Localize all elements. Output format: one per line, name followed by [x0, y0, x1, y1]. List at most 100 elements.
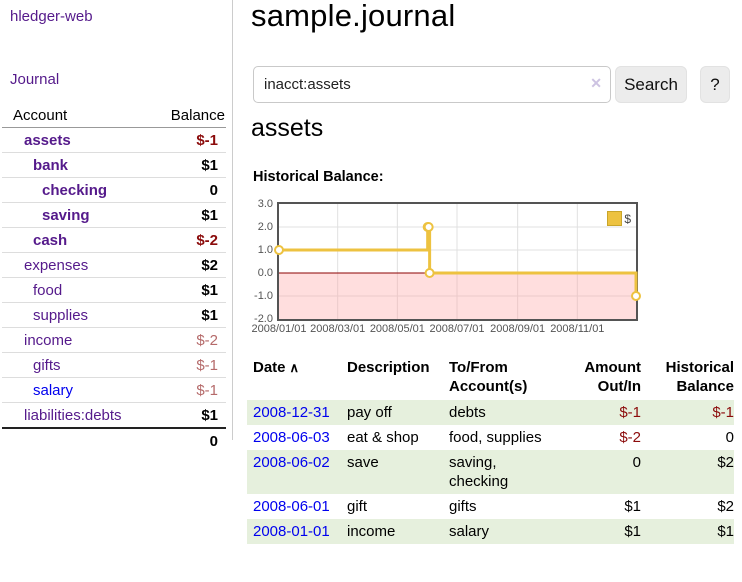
account-balance: 0 — [209, 181, 218, 199]
sidebar-account-link[interactable]: gifts — [33, 356, 61, 374]
sidebar-account-link[interactable]: income — [24, 331, 73, 349]
x-axis-tick-label: 2008/09/01 — [490, 323, 546, 335]
account-balance: $1 — [201, 156, 218, 174]
register-balance-cell: $2 — [717, 498, 734, 515]
account-balance: $1 — [201, 306, 218, 324]
sidebar-account-link[interactable]: expenses — [24, 256, 89, 274]
chart-plot-area: $ — [274, 202, 641, 321]
sidebar-item-journal[interactable]: Journal — [10, 71, 60, 88]
x-axis-tick-label: 2008/05/01 — [369, 323, 425, 335]
register-row: 2008-06-01 gift gifts $1 $2 — [247, 494, 734, 519]
chart-title: Historical Balance: — [253, 169, 384, 185]
column-header-date-label: Date — [253, 359, 286, 376]
account-balance: $-2 — [196, 231, 218, 249]
transaction-date-link[interactable]: 2008-01-01 — [253, 523, 330, 540]
register-date-cell: 2008-06-01 — [247, 494, 347, 519]
sidebar-account-link[interactable]: liabilities:debts — [24, 406, 122, 424]
register-accounts-cell: salary — [449, 519, 559, 544]
register-balance-cell: $1 — [641, 519, 734, 544]
register-balance-cell: $-1 — [641, 400, 734, 425]
transaction-date-link[interactable]: 2008-06-01 — [253, 498, 330, 515]
app-brand-link[interactable]: hledger-web — [10, 8, 93, 25]
chart-legend: $ — [607, 211, 631, 226]
sidebar-account-link[interactable]: food — [33, 281, 63, 299]
register-description-cell: save — [347, 450, 449, 494]
sidebar-account-link[interactable]: supplies — [33, 306, 89, 324]
sidebar-account-row: cash $-2 — [2, 228, 226, 253]
account-balance: $-1 — [196, 381, 218, 399]
sidebar-account-row: supplies $1 — [2, 303, 226, 328]
x-axis-tick-label: 2008/03/01 — [310, 323, 366, 335]
sidebar-account-link[interactable]: bank — [33, 156, 69, 174]
search-input[interactable] — [253, 66, 611, 103]
page-title: sample.journal — [251, 0, 456, 33]
register-balance-cell: 0 — [725, 429, 734, 446]
sidebar: hledger-web Journal Account Balance asse… — [0, 0, 233, 450]
accounts-total-row: 0 — [2, 427, 226, 454]
account-balance: $1 — [201, 281, 218, 299]
y-axis-tick-label: -1.0 — [254, 290, 273, 302]
register-accounts-cell: debts — [449, 400, 559, 425]
register-amount-cell: $-1 — [559, 400, 641, 425]
sidebar-account-link[interactable]: assets — [24, 131, 71, 149]
register-amount-cell: $1 — [624, 498, 641, 515]
main-content: sample.journal ✕ Search ? assets Histori… — [247, 0, 742, 582]
register-row: 2008-01-01 income salary $1 $1 — [247, 519, 734, 544]
accounts-tree: Account Balance assets $-1 bank $1 checking 0… — [2, 103, 226, 454]
sidebar-account-row: assets $-1 — [2, 128, 226, 153]
register-date-cell: 2008-12-31 — [247, 400, 347, 425]
y-axis-tick-label: -2.0 — [254, 313, 273, 325]
sidebar-account-row: income $-2 — [2, 328, 226, 353]
account-balance: $1 — [201, 206, 218, 224]
register-description-cell: gift — [347, 498, 368, 515]
register-amount-cell: $1 — [559, 519, 641, 544]
sidebar-account-link[interactable]: cash — [33, 231, 68, 249]
register-amount-cell: 0 — [559, 450, 641, 494]
transaction-date-link[interactable]: 2008-12-31 — [253, 404, 330, 421]
x-axis-tick-label: 2008/07/01 — [429, 323, 485, 335]
register-amount-cell: $-2 — [619, 429, 641, 446]
register-accounts-cell: gifts — [449, 498, 477, 515]
sidebar-account-row: expenses $2 — [2, 253, 226, 278]
register-date-cell: 2008-06-02 — [247, 450, 347, 494]
sidebar-account-link[interactable]: checking — [42, 181, 108, 199]
legend-label: $ — [624, 211, 631, 226]
register-header-row: Date ∧ Description To/From Account(s) Amo… — [247, 358, 734, 400]
register-date-cell: 2008-01-01 — [247, 519, 347, 544]
register-accounts-cell: food, supplies — [449, 429, 542, 446]
register-description-cell: pay off — [347, 400, 449, 425]
x-axis-tick-label: 2008/01/01 — [251, 323, 307, 335]
column-header-date[interactable]: Date ∧ — [247, 358, 347, 400]
sort-asc-icon: ∧ — [289, 360, 300, 375]
y-axis-tick-label: 3.0 — [257, 198, 273, 210]
balance-column-header: Balance — [170, 106, 225, 124]
register-row: 2008-06-02 save saving, checking 0 $2 — [247, 450, 734, 494]
y-axis-tick-label: 0.0 — [257, 267, 273, 279]
register-table: Date ∧ Description To/From Account(s) Amo… — [247, 358, 734, 544]
register-description-cell: eat & shop — [347, 429, 419, 446]
sidebar-account-row: liabilities:debts $1 — [2, 403, 226, 427]
account-balance: $-2 — [196, 331, 218, 349]
sidebar-account-link[interactable]: salary — [33, 381, 74, 399]
sidebar-account-row: checking 0 — [2, 178, 226, 203]
account-heading: assets — [251, 114, 324, 142]
transaction-date-link[interactable]: 2008-06-03 — [253, 429, 330, 446]
account-balance: $1 — [201, 406, 218, 424]
legend-swatch-icon — [607, 211, 623, 226]
accounts-tree-header: Account Balance — [2, 103, 226, 128]
clear-search-icon[interactable]: ✕ — [590, 75, 602, 91]
y-axis-tick-label: 1.0 — [257, 244, 273, 256]
register-row: 2008-12-31 pay off debts $-1 $-1 — [247, 400, 734, 425]
search-form: ✕ Search ? — [253, 66, 730, 103]
transaction-date-link[interactable]: 2008-06-02 — [253, 454, 330, 471]
search-button[interactable]: Search — [615, 66, 687, 103]
register-accounts-cell: saving, checking — [449, 450, 559, 494]
sidebar-account-row: gifts $-1 — [2, 353, 226, 378]
balance-chart: $ 3.0 2.0 1.0 0.0 -1.0 -2.0 2008/01/01 2008/03/… — [251, 196, 691, 348]
column-header-balance: Historical Balance — [665, 359, 734, 395]
x-axis-tick-label: 2008/11/01 — [550, 323, 605, 335]
register-date-cell: 2008-06-03 — [247, 425, 347, 450]
help-button[interactable]: ? — [700, 66, 730, 103]
sidebar-account-link[interactable]: saving — [42, 206, 90, 224]
account-balance: $-1 — [196, 131, 218, 149]
